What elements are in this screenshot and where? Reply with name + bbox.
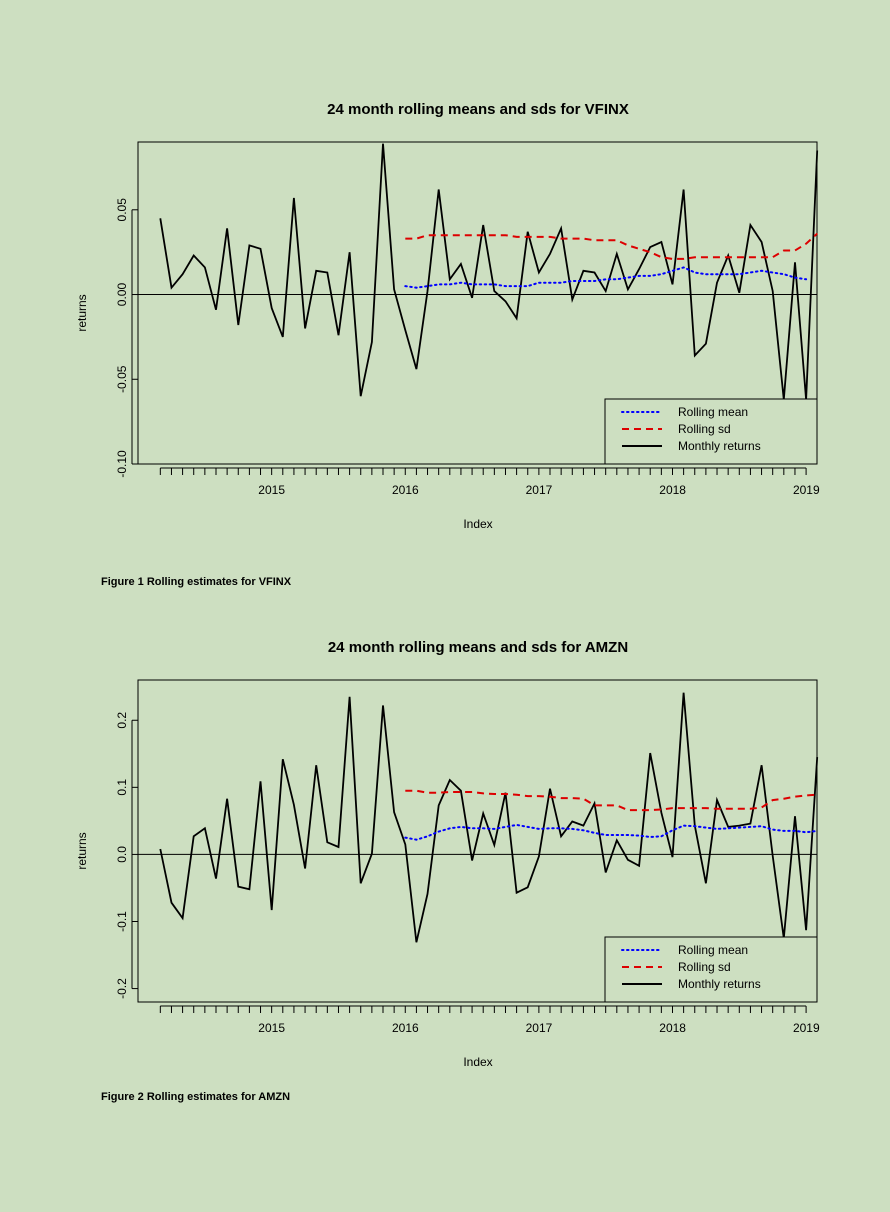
series-monthly-returns — [159, 143, 819, 400]
y-tick-label: 0.0 — [115, 846, 129, 863]
x-tick-label: 2017 — [526, 1021, 553, 1035]
figure-2-caption: Figure 2 Rolling estimates for AMZN — [101, 1091, 291, 1103]
plot-frame — [137, 679, 818, 1003]
series-rolling-mean — [404, 266, 808, 289]
figure-1-caption: Figure 1 Rolling estimates for VFINX — [101, 576, 292, 588]
legend-label-rolling-mean: Rolling mean — [678, 405, 748, 419]
y-axis-label: returns — [75, 832, 89, 869]
y-tick-label: 0.00 — [115, 283, 129, 307]
x-axis-label: Index — [463, 517, 492, 531]
y-tick-label: 0.1 — [115, 779, 129, 796]
legend-label-monthly-returns: Monthly returns — [678, 439, 761, 453]
series-monthly-returns — [159, 692, 819, 943]
x-tick-label: 2015 — [258, 1021, 285, 1035]
legend-label-rolling-sd: Rolling sd — [678, 422, 731, 436]
y-axis-label: returns — [75, 294, 89, 331]
series-rolling-sd — [405, 789, 818, 812]
y-tick-label: -0.2 — [115, 978, 129, 999]
legend-label-rolling-mean: Rolling mean — [678, 943, 748, 957]
legend-box — [604, 398, 818, 465]
x-tick-label: 2019 — [793, 483, 820, 497]
y-tick-label: -0.05 — [115, 365, 129, 393]
legend: Rolling mean Rolling sd Monthly returns — [604, 936, 818, 1003]
x-tick-label: 2017 — [526, 483, 553, 497]
x-tick-label: 2016 — [392, 483, 419, 497]
x-axis-label: Index — [463, 1055, 492, 1069]
x-tick-label: 2018 — [659, 1021, 686, 1035]
legend: Rolling mean Rolling sd Monthly returns — [604, 398, 818, 465]
x-tick-label: 2016 — [392, 1021, 419, 1035]
chart-title: 24 month rolling means and sds for VFINX — [327, 101, 629, 118]
legend-label-rolling-sd: Rolling sd — [678, 960, 731, 974]
y-tick-label: 0.2 — [115, 712, 129, 729]
chart-title: 24 month rolling means and sds for AMZN — [328, 639, 628, 656]
legend-box — [604, 936, 818, 1003]
x-tick-label: 2019 — [793, 1021, 820, 1035]
legend-label-monthly-returns: Monthly returns — [678, 977, 761, 991]
x-tick-label: 2015 — [258, 483, 285, 497]
x-tick-label: 2018 — [659, 483, 686, 497]
series-rolling-sd — [405, 232, 818, 260]
series-rolling-mean — [404, 823, 819, 841]
y-tick-label: -0.1 — [115, 911, 129, 932]
plot-frame — [137, 141, 818, 465]
vfinx-chart: 24 month rolling means and sds for VFINX… — [75, 101, 820, 531]
y-tick-label: 0.05 — [115, 198, 129, 222]
y-tick-label: -0.10 — [115, 450, 129, 478]
amzn-chart: 24 month rolling means and sds for AMZN -… — [75, 639, 820, 1069]
